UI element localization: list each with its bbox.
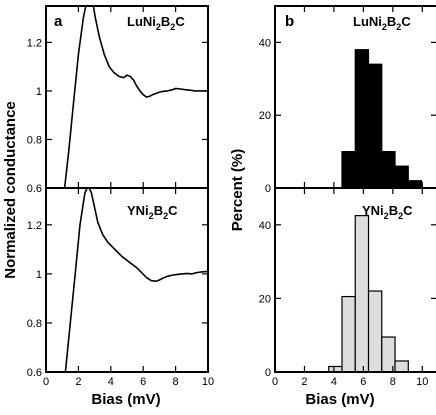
panel-letter-a: a (54, 13, 63, 30)
y-axis-label-left: Normalized conductance (2, 101, 19, 279)
panel-histogram-y: 0 2 4 6 8 10 0 20 40 (259, 187, 436, 388)
x-tick-label: 6 (360, 376, 366, 388)
y-tick-label: 0.8 (27, 318, 42, 330)
plot-frame (45, 5, 209, 189)
histogram-bar (407, 180, 423, 189)
y-tick-label: 1.2 (27, 37, 42, 49)
panel-letter-b: b (285, 13, 294, 30)
material-label-y-right: YNi2B2C (362, 203, 413, 221)
histogram-bar (367, 290, 383, 373)
histogram-bar (394, 360, 409, 373)
plot-frame (45, 187, 209, 373)
x-tick-label: 4 (331, 376, 337, 388)
x-tick-label: 0 (43, 376, 49, 388)
x-tick-label: 10 (416, 376, 428, 388)
x-axis-label-right: Bias (mV) (305, 391, 374, 408)
y-tick-label: 40 (259, 220, 271, 232)
x-axis-label-left: Bias (mV) (91, 391, 160, 408)
y-tick-label: 40 (259, 37, 271, 49)
y-tick-label: 0.8 (27, 134, 42, 146)
y-tick-label: 20 (259, 293, 271, 305)
plot-frame (274, 187, 436, 373)
x-tick-label: 6 (140, 376, 146, 388)
material-label-lu-right: LuNi2B2C (353, 14, 411, 32)
x-tick-label: 10 (202, 376, 214, 388)
x-tick-label: 2 (75, 376, 81, 388)
x-tick-label: 4 (108, 376, 114, 388)
panel-conductance-y: 0 2 4 6 8 10 0.6 0.8 1 1.2 (27, 187, 214, 388)
y-tick-label: 0 (265, 367, 271, 379)
conductance-curve (63, 6, 208, 188)
x-tick-label: 2 (301, 376, 307, 388)
histogram-bar (341, 151, 356, 189)
histogram-bar (354, 49, 370, 189)
histogram-bar (341, 295, 356, 373)
y-tick-label: 0.6 (27, 367, 42, 379)
y-tick-label: 1 (36, 86, 42, 98)
x-tick-label: 8 (390, 376, 396, 388)
x-tick-label: 8 (173, 376, 179, 388)
histogram-bar (394, 165, 409, 189)
conductance-curve (64, 188, 208, 372)
histogram-bar (354, 215, 370, 373)
x-tick-label: 0 (272, 376, 278, 388)
panel-b-histogram-lu: 0 20 40 (259, 5, 436, 195)
y-axis-label-right: Percent (%) (229, 149, 246, 232)
y-tick-label: 20 (259, 110, 271, 122)
y-tick-label: 0 (265, 183, 271, 195)
y-tick-label: 0.6 (27, 183, 42, 195)
material-label-lu-left: LuNi2B2C (127, 14, 185, 32)
histogram-bar (367, 63, 383, 189)
y-tick-label: 1.2 (27, 220, 42, 232)
y-tick-label: 1 (36, 269, 42, 281)
material-label-y-left: YNi2B2C (127, 203, 178, 221)
